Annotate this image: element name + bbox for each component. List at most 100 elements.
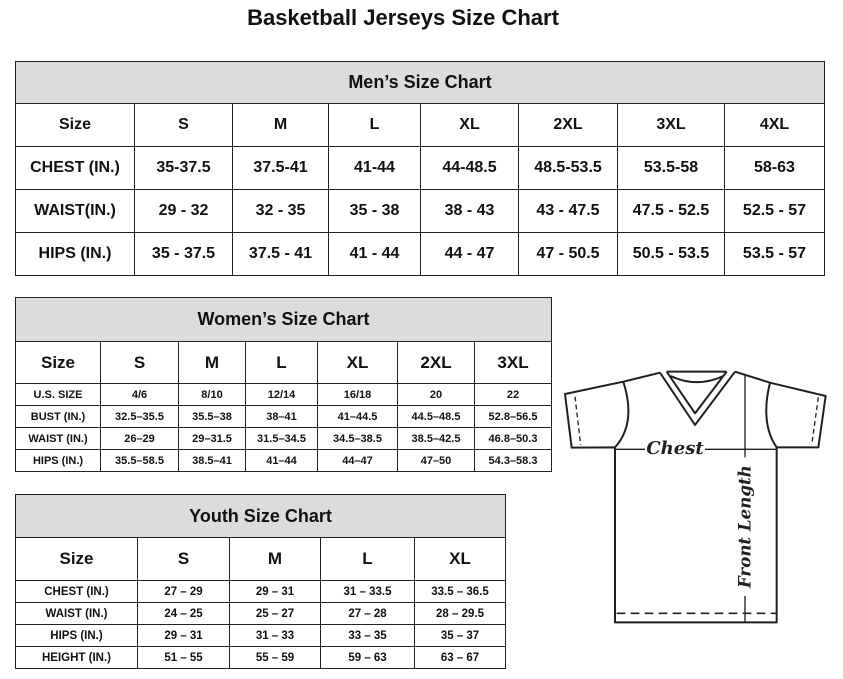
measurement-cell: 4/6 (100, 383, 179, 406)
mens-size-table: Men’s Size Chart Size S M L XL 2XL 3XL 4XL CHEST… (15, 61, 825, 276)
measurement-cell: 41-44 (328, 146, 421, 190)
row-label: HIPS (IN.) (15, 449, 101, 472)
measurement-cell: 44.5–48.5 (397, 405, 475, 428)
table-row: HIPS (IN.) 35.5–58.5 38.5–41 41–44 44–47 47–5… (15, 449, 553, 472)
measurement-cell: 29–31.5 (178, 427, 246, 450)
measurement-cell: 38.5–41 (178, 449, 246, 472)
size-column-label: Size (15, 537, 138, 581)
measurement-cell: 63 – 67 (413, 646, 507, 669)
table-row: CHEST (IN.) 35-37.5 37.5-41 41-44 44-48.5 48.… (15, 146, 825, 190)
measurement-cell: 35.5–38 (178, 405, 246, 428)
measurement-cell: 35 - 37.5 (134, 232, 233, 276)
row-label: BUST (IN.) (15, 405, 101, 428)
collar (659, 370, 736, 426)
size-header-m: M (229, 537, 321, 581)
size-header-3xl: 3XL (617, 103, 725, 147)
size-header-xl: XL (317, 341, 398, 384)
measurement-cell: 12/14 (245, 383, 318, 406)
size-header-2xl: 2XL (518, 103, 618, 147)
measurement-cell: 41–44 (245, 449, 318, 472)
womens-size-table: Women’s Size Chart Size S M L XL 2XL 3XL U.S. S… (14, 297, 553, 472)
row-label: CHEST (IN.) (15, 580, 138, 603)
measurement-cell: 33.5 – 36.5 (413, 580, 507, 603)
measurement-cell: 48.5-53.5 (518, 146, 618, 190)
measurement-cell: 54.3–58.3 (473, 449, 553, 472)
measurement-cell: 38–41 (245, 405, 318, 428)
sleeve-hem-left (574, 396, 582, 446)
measurement-cell: 44–47 (317, 449, 398, 472)
measurement-cell: 44 - 47 (420, 232, 519, 276)
size-header-4xl: 4XL (724, 103, 825, 147)
measurement-cell: 29 - 32 (134, 189, 233, 233)
size-header-2xl: 2XL (397, 341, 475, 384)
measurement-cell: 41–44.5 (317, 405, 398, 428)
measurement-cell: 52.5 - 57 (724, 189, 825, 233)
table-row: HIPS (IN.) 35 - 37.5 37.5 - 41 41 - 44 44 - … (15, 232, 825, 276)
size-column-label: Size (15, 341, 101, 384)
measurement-cell: 29 – 31 (229, 580, 321, 603)
measurement-cell: 37.5 - 41 (232, 232, 329, 276)
measurement-cell: 27 – 29 (137, 580, 230, 603)
size-header-s: S (134, 103, 233, 147)
measurement-cell: 50.5 - 53.5 (617, 232, 725, 276)
womens-table-title: Women’s Size Chart (14, 297, 553, 342)
measurement-cell: 34.5–38.5 (317, 427, 398, 450)
measurement-cell: 32.5–35.5 (100, 405, 179, 428)
measurement-cell: 20 (397, 383, 475, 406)
row-label: CHEST (IN.) (15, 146, 135, 190)
chest-label: Chest (646, 438, 704, 459)
measurement-cell: 47 - 50.5 (518, 232, 618, 276)
front-length-label: Front Length (735, 465, 755, 589)
measurement-cell: 38.5–42.5 (397, 427, 475, 450)
measurement-cell: 37.5-41 (232, 146, 329, 190)
size-header-s: S (100, 341, 179, 384)
measurement-cell: 59 – 63 (320, 646, 415, 669)
measurement-cell: 35-37.5 (134, 146, 233, 190)
measurement-cell: 26–29 (100, 427, 179, 450)
measurement-cell: 28 – 29.5 (413, 602, 507, 625)
row-label: WAIST(IN.) (15, 189, 135, 233)
table-row: BUST (IN.) 32.5–35.5 35.5–38 38–41 41–44.5 44… (15, 405, 553, 428)
left-armhole (614, 381, 630, 449)
measurement-cell: 29 – 31 (137, 624, 230, 647)
measurement-cell: 8/10 (178, 383, 246, 406)
table-row: HEIGHT (IN.) 51 – 55 55 – 59 59 – 63 63 – 67 (15, 646, 507, 669)
measurement-cell: 58-63 (724, 146, 825, 190)
measurement-cell: 51 – 55 (137, 646, 230, 669)
measurement-cell: 44-48.5 (420, 146, 519, 190)
measurement-cell: 52.8–56.5 (473, 405, 553, 428)
measurement-cell: 35 - 38 (328, 189, 421, 233)
size-header-m: M (232, 103, 329, 147)
row-label: HIPS (IN.) (15, 232, 135, 276)
jersey-measurement-diagram: Chest Front Length (564, 370, 827, 624)
measurement-cell: 53.5 - 57 (724, 232, 825, 276)
right-armhole (765, 382, 778, 448)
measurement-cell: 47–50 (397, 449, 475, 472)
measurement-cell: 35 – 37 (413, 624, 507, 647)
measurement-cell: 43 - 47.5 (518, 189, 618, 233)
measurement-cell: 32 - 35 (232, 189, 329, 233)
size-header-xl: XL (420, 103, 519, 147)
measurement-cell: 35.5–58.5 (100, 449, 179, 472)
measurement-cell: 24 – 25 (137, 602, 230, 625)
measurement-cell: 22 (473, 383, 553, 406)
mens-table-title: Men’s Size Chart (15, 61, 825, 104)
measurement-cell: 41 - 44 (328, 232, 421, 276)
measurement-cell: 55 – 59 (229, 646, 321, 669)
measurement-cell: 47.5 - 52.5 (617, 189, 725, 233)
table-row: U.S. SIZE 4/6 8/10 12/14 16/18 20 22 (15, 383, 553, 406)
size-header-l: L (320, 537, 415, 581)
size-header-s: S (137, 537, 230, 581)
row-label: WAIST (IN.) (15, 427, 101, 450)
measurement-cell: 46.8–50.3 (473, 427, 553, 450)
measurement-cell: 33 – 35 (320, 624, 415, 647)
row-label: HEIGHT (IN.) (15, 646, 138, 669)
youth-table-title: Youth Size Chart (14, 494, 507, 538)
measurement-cell: 25 – 27 (229, 602, 321, 625)
table-row: CHEST (IN.) 27 – 29 29 – 31 31 – 33.5 33.5 –… (15, 580, 507, 603)
measurement-cell: 53.5-58 (617, 146, 725, 190)
table-row: WAIST (IN.) 26–29 29–31.5 31.5–34.5 34.5–38.… (15, 427, 553, 450)
row-label: HIPS (IN.) (15, 624, 138, 647)
size-header-m: M (178, 341, 246, 384)
table-row: WAIST(IN.) 29 - 32 32 - 35 35 - 38 38 - 43 43… (15, 189, 825, 233)
